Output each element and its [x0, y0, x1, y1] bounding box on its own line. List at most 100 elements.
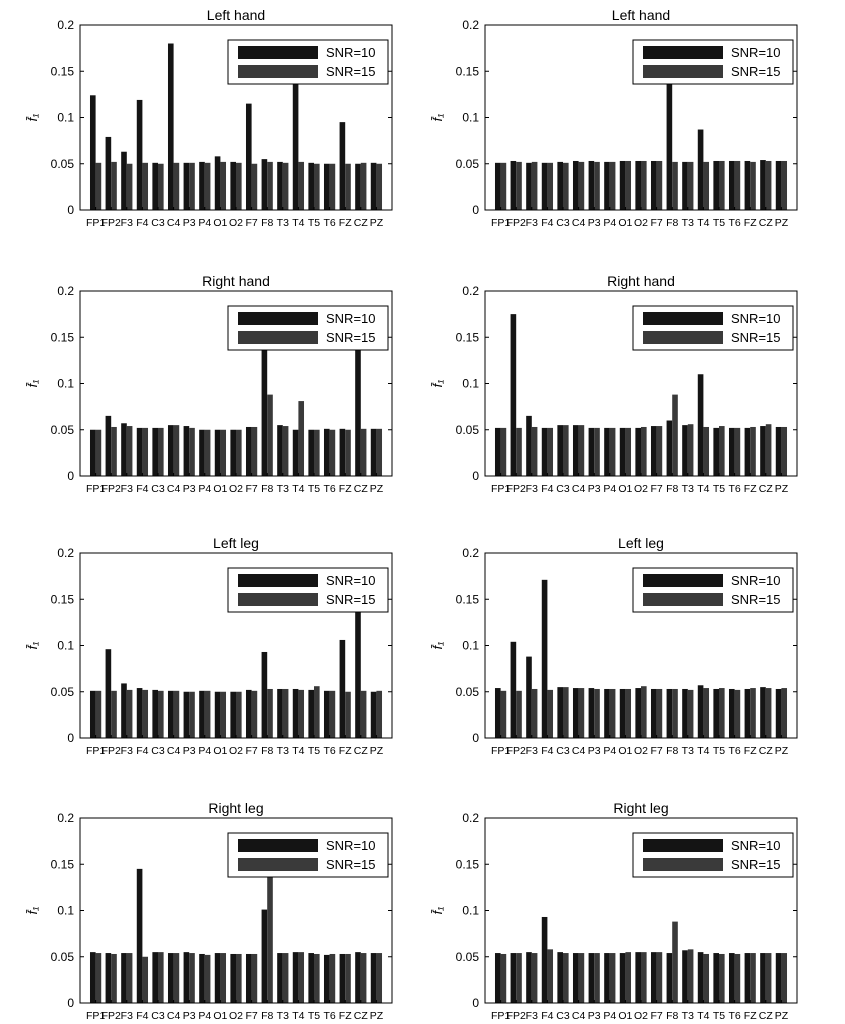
- y-axis-label: f̄₁: [25, 907, 40, 915]
- bar-fp2-series-1: [510, 314, 517, 476]
- bar-fp2-series-1: [510, 641, 517, 738]
- x-tick-label: FP1: [86, 483, 105, 495]
- bar-f7-series-2: [251, 163, 258, 210]
- bar-fp1-series-2: [95, 690, 102, 738]
- plot-frame: [79, 817, 393, 1004]
- bar-f8-series-2: [267, 161, 273, 210]
- y-tick-label: 0.05: [51, 950, 75, 964]
- x-tick-label: CZ: [354, 745, 369, 757]
- bar-f4-series-2: [547, 427, 554, 476]
- y-tick-label: 0.05: [456, 950, 480, 964]
- bar-c4-series-1: [167, 43, 174, 210]
- bar-c3-series-1: [557, 161, 563, 210]
- legend-swatch-2: [643, 858, 723, 871]
- bar-t4-series-1: [292, 429, 299, 476]
- bar-f4-series-1: [136, 688, 143, 738]
- y-axis-label: f̄₁: [25, 642, 40, 650]
- x-tick-label: T5: [308, 217, 320, 229]
- bar-p3-series-2: [594, 427, 600, 476]
- bar-cz-series-1: [760, 160, 766, 210]
- bar-t6-series-2: [329, 163, 336, 210]
- x-tick-label: T3: [682, 1010, 694, 1022]
- x-tick-label: T6: [728, 745, 740, 757]
- x-tick-label: F7: [245, 745, 257, 757]
- bar-f3-series-2: [531, 161, 538, 210]
- x-tick-label: F7: [650, 745, 662, 757]
- bar-t5-series-1: [308, 429, 314, 476]
- legend: SNR=10 SNR=15: [632, 39, 794, 85]
- y-tick-label: 0.05: [456, 685, 480, 699]
- bar-p4-series-1: [199, 953, 205, 1003]
- bar-t6-series-2: [734, 160, 741, 210]
- bar-o2-series-2: [236, 953, 242, 1003]
- bar-fp1-series-1: [89, 952, 96, 1003]
- bar-fp1-series-1: [89, 690, 96, 738]
- bar-t6-series-2: [329, 953, 336, 1003]
- y-tick-label: 0.05: [51, 157, 75, 171]
- x-tick-label: O1: [213, 1010, 227, 1022]
- y-tick-label: 0.1: [57, 639, 74, 653]
- x-tick-label: FZ: [339, 745, 352, 757]
- bar-f7-series-1: [245, 953, 252, 1003]
- bar-fp1-series-1: [89, 429, 96, 476]
- y-tick-label: 0.1: [462, 904, 479, 918]
- bar-p4-series-2: [204, 954, 211, 1003]
- bar-o2-series-1: [230, 161, 236, 210]
- bar-c4-series-1: [572, 160, 579, 210]
- x-tick-label: C3: [151, 217, 165, 229]
- bar-fp1-series-1: [494, 427, 501, 476]
- bar-p4-series-2: [609, 953, 616, 1003]
- x-tick-label: C4: [572, 745, 586, 757]
- x-tick-label: FP2: [102, 1010, 121, 1022]
- bar-t3-series-2: [687, 424, 694, 476]
- bar-t4-series-2: [298, 401, 305, 476]
- bar-pz-series-2: [781, 160, 788, 210]
- x-tick-label: PZ: [775, 483, 789, 495]
- bar-c3-series-2: [563, 953, 569, 1003]
- x-tick-label: P4: [603, 217, 616, 229]
- bar-f8-series-1: [261, 337, 268, 476]
- x-tick-label: F7: [245, 1010, 257, 1022]
- y-axis-label: f̄₁: [430, 380, 445, 388]
- bar-pz-series-1: [775, 426, 782, 476]
- legend-label-1: SNR=10: [326, 45, 376, 60]
- bar-t3-series-2: [282, 688, 289, 738]
- bar-pz-series-2: [376, 428, 383, 476]
- bar-fp1-series-2: [95, 953, 102, 1003]
- x-tick-label: F8: [666, 483, 678, 495]
- x-tick-label: F3: [526, 217, 538, 229]
- bar-c4-series-1: [572, 688, 579, 738]
- bar-cz-series-1: [355, 599, 361, 738]
- legend: SNR=10 SNR=15: [227, 567, 389, 613]
- y-tick-label: 0.15: [51, 64, 75, 78]
- bar-p4-series-2: [204, 690, 211, 738]
- bar-f4-series-2: [142, 162, 149, 210]
- bar-f7-series-1: [650, 688, 657, 738]
- bar-t6-series-2: [734, 953, 741, 1003]
- bar-t3-series-1: [277, 425, 283, 476]
- bar-f7-series-2: [251, 426, 258, 476]
- x-tick-label: T3: [682, 745, 694, 757]
- bar-o2-series-2: [236, 429, 242, 476]
- legend-swatch-1: [643, 46, 723, 59]
- x-tick-label: F8: [261, 745, 273, 757]
- x-tick-label: F8: [261, 217, 273, 229]
- x-tick-label: C3: [151, 745, 165, 757]
- y-axis-label: f̄₁: [430, 114, 445, 122]
- x-tick-label: F7: [245, 217, 257, 229]
- legend-label-1: SNR=10: [731, 311, 781, 326]
- x-tick-label: C3: [151, 483, 165, 495]
- bar-cz-series-1: [355, 163, 361, 210]
- bar-f4-series-2: [142, 689, 149, 738]
- bar-p4-series-1: [199, 161, 205, 210]
- x-tick-label: FP1: [491, 1010, 510, 1022]
- bar-fz-series-2: [750, 426, 756, 476]
- bar-p4-series-2: [609, 688, 616, 738]
- x-tick-label: O1: [618, 745, 632, 757]
- bar-fp1-series-2: [500, 690, 507, 738]
- bar-cz-series-1: [760, 687, 766, 738]
- y-tick-label: 0.1: [462, 639, 479, 653]
- bar-p4-series-2: [609, 427, 616, 476]
